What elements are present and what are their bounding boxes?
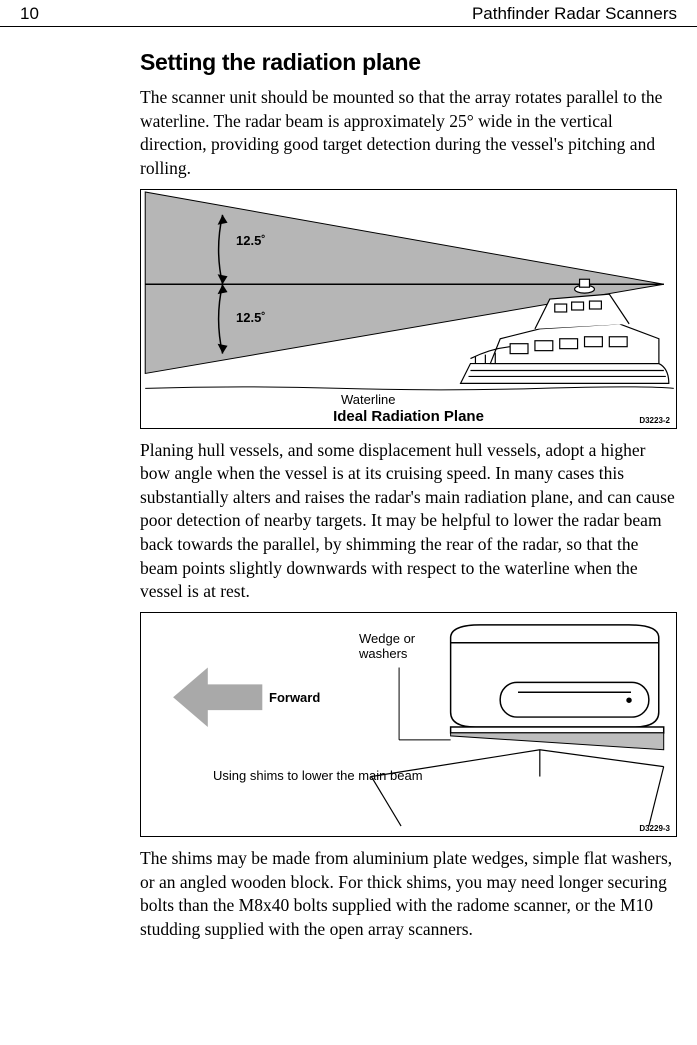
paragraph-3: The shims may be made from aluminium pla…	[140, 847, 677, 942]
angle-label-bottom: 12.5˚	[236, 310, 266, 325]
page-number: 10	[20, 4, 39, 24]
figure2-id: D3229-3	[639, 824, 670, 833]
radiation-diagram-svg	[141, 190, 676, 428]
paragraph-1: The scanner unit should be mounted so th…	[140, 86, 677, 181]
header-title: Pathfinder Radar Scanners	[472, 4, 677, 24]
figure1-id: D3223-2	[639, 416, 670, 425]
figure-shim-diagram: Wedge or washers Forward Using shims to …	[140, 612, 677, 837]
forward-label: Forward	[269, 690, 320, 705]
figure-radiation-plane: 12.5˚ 12.5˚ Waterline Ideal Radiation Pl…	[140, 189, 677, 429]
paragraph-2: Planing hull vessels, and some displacem…	[140, 439, 677, 604]
section-heading: Setting the radiation plane	[140, 49, 677, 76]
content-area: Setting the radiation plane The scanner …	[0, 49, 697, 941]
figure2-caption: Using shims to lower the main beam	[213, 768, 423, 783]
waterline-label: Waterline	[341, 392, 395, 407]
figure1-caption: Ideal Radiation Plane	[141, 408, 676, 425]
angle-label-top: 12.5˚	[236, 233, 266, 248]
wedge-label: Wedge or washers	[359, 631, 415, 662]
page-header: 10 Pathfinder Radar Scanners	[0, 0, 697, 27]
